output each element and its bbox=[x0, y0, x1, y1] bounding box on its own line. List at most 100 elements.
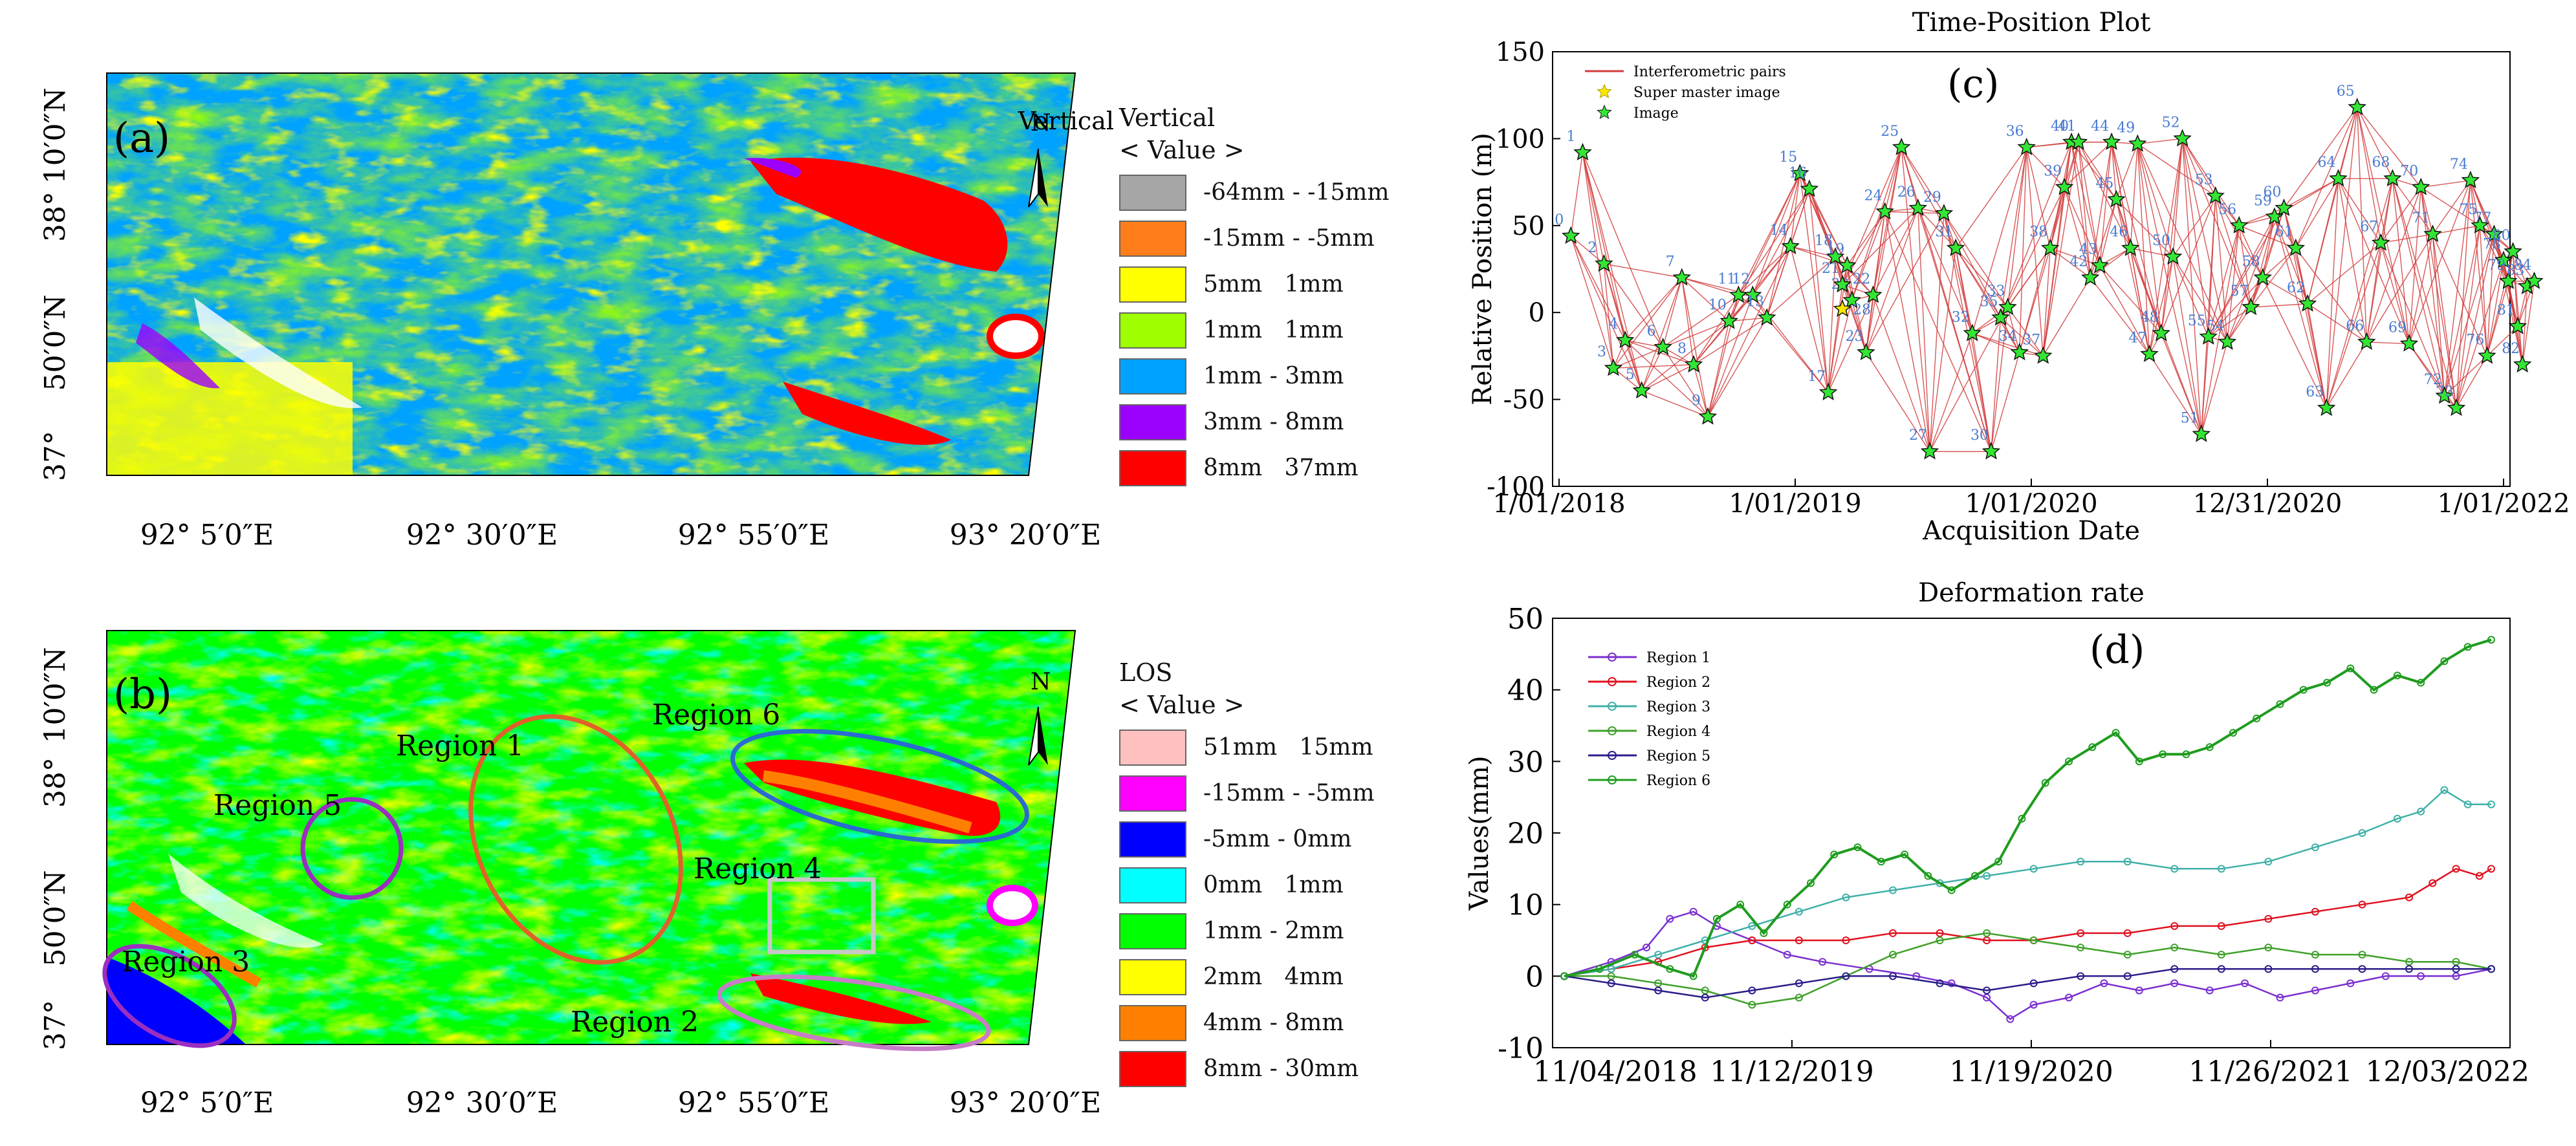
pair-line bbox=[2208, 307, 2251, 338]
pair-line bbox=[2420, 187, 2445, 396]
pair-line bbox=[2486, 251, 2514, 356]
legend-b-item: 1mm - 2mm bbox=[1119, 908, 1404, 954]
legend-a-label: 1mm 1mm bbox=[1203, 317, 1344, 343]
pair-line bbox=[2000, 317, 2044, 356]
image-point bbox=[2017, 137, 2036, 155]
series-marker bbox=[2170, 944, 2179, 952]
image-point bbox=[1757, 308, 1776, 326]
pair-line bbox=[2099, 142, 2112, 266]
x-tick-label: 1/01/2022 bbox=[2437, 489, 2570, 519]
pair-line bbox=[2201, 336, 2209, 435]
legend-b-subtitle: < Value > bbox=[1119, 691, 1245, 719]
series-marker bbox=[2018, 814, 2026, 823]
legend-b-item: 0mm 1mm bbox=[1119, 862, 1404, 908]
pair-line bbox=[1582, 152, 1664, 348]
series-marker bbox=[2299, 686, 2308, 694]
pair-line bbox=[2307, 303, 2367, 343]
pair-line bbox=[1828, 295, 1874, 393]
pair-line bbox=[2274, 217, 2327, 409]
legend-a: Vertical bbox=[1018, 107, 1114, 135]
legend-b-item: -15mm - -5mm bbox=[1119, 770, 1404, 816]
region-5-outline bbox=[300, 797, 404, 900]
pair-line bbox=[2042, 142, 2079, 356]
legend-label: Region 1 bbox=[1646, 650, 1710, 666]
pair-line bbox=[2486, 326, 2518, 356]
legend-label: Region 6 bbox=[1646, 773, 1710, 789]
pair-line bbox=[1991, 307, 2009, 452]
legend-a-swatch bbox=[1119, 220, 1186, 257]
legend-b-label: 8mm - 30mm bbox=[1203, 1055, 1359, 1082]
legend-b-swatch bbox=[1119, 958, 1186, 995]
pair-line bbox=[1707, 317, 1767, 417]
series-marker bbox=[1795, 979, 1803, 988]
y-tick: 38° bbox=[39, 191, 72, 242]
pair-line bbox=[1865, 147, 1902, 353]
panel-b-svg: (b) Region 1 Region 2 Region 3 Region 4 … bbox=[39, 630, 1101, 1119]
legend-label: Region 3 bbox=[1646, 699, 1710, 715]
legend-a-label: 8mm 37mm bbox=[1203, 455, 1359, 481]
pair-line bbox=[2182, 138, 2240, 226]
pair-line bbox=[1884, 211, 1930, 452]
pair-line bbox=[2486, 234, 2495, 356]
image-point bbox=[2121, 238, 2140, 256]
pair-line bbox=[2181, 138, 2216, 197]
image-point bbox=[2298, 294, 2317, 312]
image-point bbox=[1838, 255, 1857, 274]
legend-a-item: -64mm - -15mm bbox=[1119, 169, 1404, 215]
pair-line bbox=[2408, 187, 2421, 344]
north-arrow-icon bbox=[1028, 706, 1048, 766]
pair-line bbox=[1955, 248, 1992, 452]
image-point bbox=[1981, 442, 2001, 460]
series-marker bbox=[1607, 965, 1615, 973]
image-point bbox=[2199, 327, 2218, 345]
series-marker bbox=[1701, 993, 1709, 1002]
legend-a-subtitle: < Value > bbox=[1119, 136, 1245, 164]
pair-line bbox=[2420, 187, 2480, 226]
pair-line bbox=[1901, 147, 1945, 214]
pair-line bbox=[2148, 138, 2183, 354]
pair-line bbox=[2042, 142, 2072, 356]
pair-line bbox=[2000, 142, 2072, 318]
point-label: 21 bbox=[1822, 261, 1840, 277]
image-point bbox=[2128, 134, 2147, 152]
image-point bbox=[2329, 169, 2348, 187]
pair-line bbox=[2479, 225, 2488, 356]
image-point bbox=[2010, 343, 2029, 361]
pair-line bbox=[1582, 152, 1643, 391]
pair-line bbox=[2444, 355, 2487, 396]
image-point bbox=[1818, 382, 1838, 400]
series-marker bbox=[2029, 865, 2038, 873]
region-3-outline bbox=[102, 944, 237, 1048]
image-point bbox=[2218, 332, 2237, 350]
pair-line bbox=[2408, 180, 2471, 344]
point-label: 25 bbox=[1881, 124, 1899, 140]
series-marker bbox=[2429, 879, 2437, 887]
pair-line bbox=[1570, 235, 1626, 341]
pair-line bbox=[2408, 234, 2434, 344]
pair-line bbox=[2262, 277, 2308, 305]
pair-line bbox=[2262, 217, 2275, 278]
series-marker bbox=[2170, 965, 2179, 973]
image-point bbox=[1684, 354, 1703, 373]
series-marker bbox=[2264, 965, 2273, 973]
panel-b-tag: (b) bbox=[113, 671, 172, 719]
image-point bbox=[2447, 398, 2466, 416]
x-tick-label: 1/01/2020 bbox=[1965, 489, 2097, 519]
image-point bbox=[1842, 290, 1861, 308]
panel-b: (b) Region 1 Region 2 Region 3 Region 4 … bbox=[0, 569, 1152, 1143]
pair-line bbox=[2181, 138, 2252, 308]
pair-line bbox=[2337, 178, 2381, 244]
image-point bbox=[1892, 137, 1911, 155]
series-marker bbox=[2006, 1015, 2014, 1023]
point-label: 0 bbox=[1555, 212, 1564, 228]
x-tick-label: 11/26/2021 bbox=[2189, 1055, 2353, 1088]
x-tick-label: 11/04/2018 bbox=[1533, 1055, 1697, 1088]
series-marker bbox=[2205, 743, 2214, 751]
pair-line bbox=[1624, 340, 1643, 391]
series-marker bbox=[2487, 865, 2495, 873]
point-label: 15 bbox=[1779, 149, 1797, 166]
point-label: 67 bbox=[2360, 219, 2378, 235]
point-label: 26 bbox=[1897, 184, 1916, 200]
series-3 bbox=[1560, 786, 2495, 980]
legend-label: Image bbox=[1633, 105, 1679, 122]
